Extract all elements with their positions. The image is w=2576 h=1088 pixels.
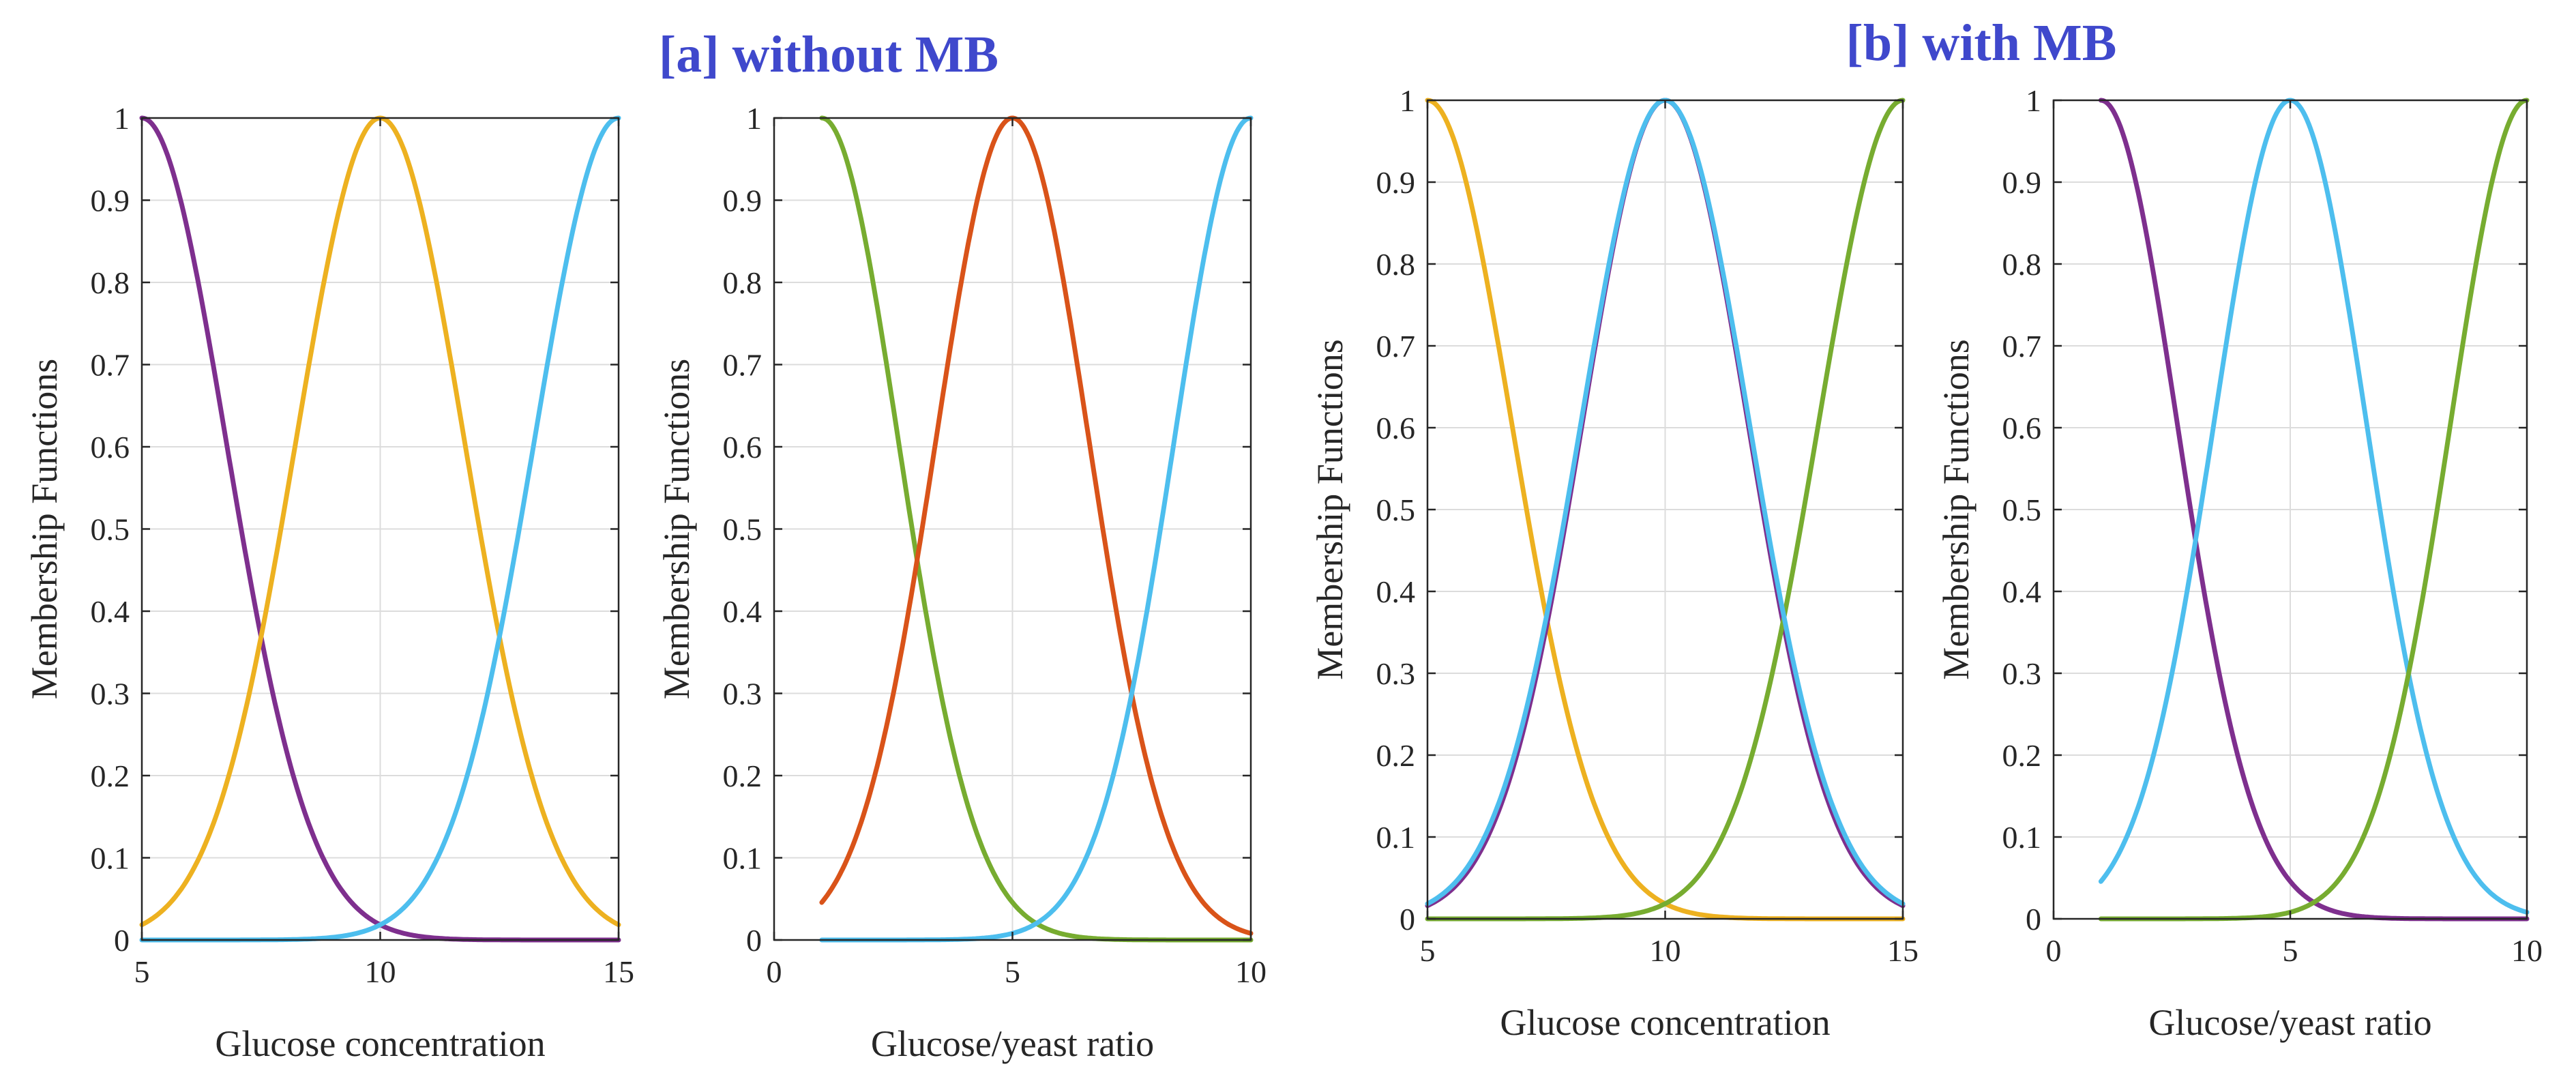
y-tick-label: 0.2: [723, 759, 763, 793]
y-tick-label: 0.6: [1376, 411, 1416, 445]
y-tick-label: 0.5: [91, 512, 130, 547]
panel-b-glucose-yeast-ratio: 00.10.20.30.40.50.60.70.80.910 5 10Glucose…: [1936, 83, 2543, 1043]
y-tick-label: 0.3: [91, 677, 130, 711]
panel-a-glucose-concentration: 00.10.20.30.40.50.60.70.80.915 10 15Glucos…: [24, 101, 634, 1064]
panel-b-glucose-concentration: 00.10.20.30.40.50.60.70.80.915 10 15Glucos…: [1309, 83, 1919, 1043]
x-tick-label: 0: [767, 954, 782, 989]
x-tick-label: 15: [603, 954, 634, 989]
y-tick-label: 0.9: [91, 183, 130, 218]
y-tick-label: 0.8: [91, 265, 130, 300]
x-tick-label: 10: [1650, 933, 1681, 968]
y-tick-label: 1: [746, 101, 762, 136]
title-without-mb: [a] without MB: [659, 26, 998, 83]
y-tick-label: 0.9: [1376, 165, 1416, 200]
y-tick-label: 0.2: [91, 759, 130, 793]
y-tick-label: 1: [2026, 83, 2041, 118]
series-medium-line: [819, 115, 1254, 936]
y-tick-label: 0.2: [1376, 738, 1416, 773]
y-tick-label: 0.2: [2002, 738, 2042, 773]
y-tick-label: 0.7: [723, 348, 763, 383]
y-tick-label: 0.8: [1376, 247, 1416, 282]
y-tick-label: 0: [114, 923, 130, 958]
x-tick-label: 15: [1887, 933, 1919, 968]
y-tick-label: 0.1: [723, 841, 763, 876]
y-tick-label: 0.5: [1376, 492, 1416, 527]
y-tick-label: 0.1: [1376, 820, 1416, 855]
series-medium-line: [2098, 98, 2530, 915]
y-tick-label: 0.7: [2002, 329, 2042, 364]
x-tick-label: 10: [2511, 933, 2543, 968]
x-tick-label: 10: [1235, 954, 1267, 989]
title-with-mb: [b] with MB: [1846, 14, 2117, 72]
y-tick-label: 0.5: [2002, 492, 2042, 527]
y-tick-label: 0.6: [2002, 411, 2042, 445]
y-tick-label: 0.4: [723, 594, 763, 629]
y-tick-label: 0.1: [2002, 820, 2042, 855]
x-tick-label: 5: [134, 954, 150, 989]
y-axis-label: Membership Functions: [656, 359, 697, 699]
y-tick-label: 0.7: [1376, 329, 1416, 364]
y-tick-label: 1: [1400, 83, 1415, 118]
x-tick-label: 10: [365, 954, 396, 989]
y-tick-label: 0: [2026, 902, 2041, 937]
y-tick-label: 0.3: [2002, 656, 2042, 691]
y-tick-label: 0.4: [2002, 574, 2042, 609]
y-tick-label: 0.3: [1376, 656, 1416, 691]
y-tick-label: 0.8: [2002, 247, 2042, 282]
panel-a-glucose-yeast-ratio: 00.10.20.30.40.50.60.70.80.910 5 10Glucose…: [656, 101, 1267, 1064]
y-axis-label: Membership Functions: [24, 359, 65, 699]
y-tick-label: 0.3: [723, 677, 763, 711]
y-tick-label: 0: [746, 923, 762, 958]
y-axis-label: Membership Functions: [1936, 339, 1977, 679]
y-tick-label: 0.4: [91, 594, 130, 629]
x-axis-label: Glucose concentration: [1500, 1002, 1830, 1043]
x-tick-label: 0: [2046, 933, 2062, 968]
y-tick-label: 0.1: [91, 841, 130, 876]
y-tick-label: 0: [1400, 902, 1415, 937]
x-tick-label: 5: [1005, 954, 1020, 989]
x-axis-label: Glucose/yeast ratio: [871, 1023, 1154, 1064]
y-tick-label: 0.6: [723, 430, 763, 465]
x-tick-label: 5: [1420, 933, 1436, 968]
y-tick-label: 0.6: [91, 430, 130, 465]
y-tick-label: 0.8: [723, 265, 763, 300]
y-tick-label: 0.9: [2002, 165, 2042, 200]
x-tick-label: 5: [2283, 933, 2298, 968]
y-axis-label: Membership Functions: [1309, 339, 1350, 679]
x-axis-label: Glucose/yeast ratio: [2148, 1002, 2431, 1043]
y-tick-label: 0.9: [723, 183, 763, 218]
y-tick-label: 0.7: [91, 348, 130, 383]
y-tick-label: 1: [114, 101, 130, 136]
x-axis-label: Glucose concentration: [215, 1023, 545, 1064]
y-tick-label: 0.5: [723, 512, 763, 547]
y-tick-label: 0.4: [1376, 574, 1416, 609]
